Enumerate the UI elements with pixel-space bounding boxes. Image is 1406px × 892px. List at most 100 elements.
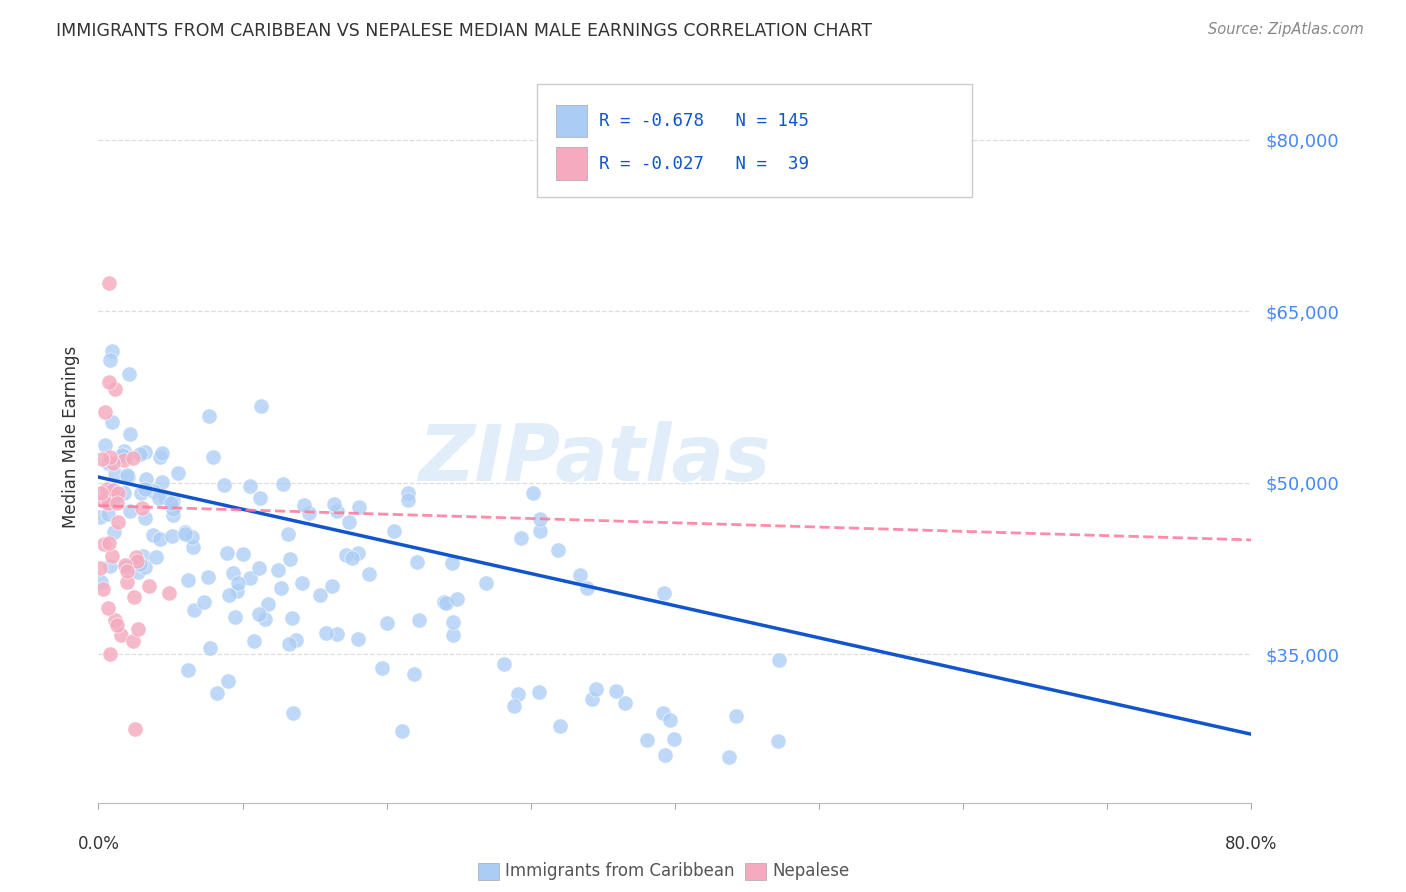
Point	[315, 626, 337, 640]
Point	[198, 641, 221, 656]
Point	[134, 511, 156, 525]
Point	[382, 524, 405, 538]
Point	[658, 713, 681, 727]
Point	[173, 526, 195, 541]
Point	[93, 493, 115, 508]
Text: Nepalese: Nepalese	[772, 863, 849, 880]
Point	[548, 719, 571, 733]
Point	[90, 486, 112, 500]
Point	[110, 628, 132, 642]
Point	[547, 543, 569, 558]
Point	[118, 367, 141, 381]
Point	[347, 632, 370, 647]
Point	[226, 576, 249, 591]
Point	[662, 731, 685, 746]
Point	[396, 486, 419, 500]
Point	[174, 524, 197, 539]
Point	[217, 673, 239, 688]
Point	[193, 595, 215, 609]
Point	[101, 415, 124, 429]
Point	[93, 537, 115, 551]
Point	[509, 531, 531, 545]
Point	[138, 579, 160, 593]
Point	[441, 615, 464, 629]
Point	[404, 667, 426, 681]
Point	[218, 588, 240, 602]
Point	[131, 501, 153, 516]
Point	[718, 750, 741, 764]
Point	[347, 500, 370, 514]
Point	[105, 489, 128, 503]
Point	[277, 527, 299, 541]
Point	[115, 575, 138, 590]
Point	[446, 592, 468, 607]
Point	[202, 450, 225, 465]
Point	[636, 733, 658, 747]
Point	[529, 511, 551, 525]
Point	[270, 581, 292, 595]
Point	[96, 482, 118, 496]
Point	[159, 586, 181, 600]
Point	[225, 583, 247, 598]
Point	[768, 653, 790, 667]
Point	[162, 508, 184, 523]
Point	[581, 692, 603, 706]
Point	[134, 445, 156, 459]
Point	[292, 498, 315, 512]
Point	[281, 706, 304, 720]
Point	[222, 566, 245, 581]
Point	[127, 566, 149, 580]
Text: IMMIGRANTS FROM CARIBBEAN VS NEPALESE MEDIAN MALE EARNINGS CORRELATION CHART: IMMIGRANTS FROM CARIBBEAN VS NEPALESE ME…	[56, 22, 872, 40]
Point	[149, 450, 172, 465]
Point	[90, 451, 112, 466]
Point	[135, 472, 157, 486]
FancyBboxPatch shape	[537, 84, 973, 197]
Point	[359, 567, 381, 582]
Point	[129, 447, 152, 461]
Point	[651, 706, 673, 721]
Point	[124, 722, 146, 736]
Point	[120, 503, 142, 517]
Point	[145, 550, 167, 565]
Point	[405, 555, 427, 569]
Point	[529, 524, 551, 538]
Point	[117, 470, 139, 484]
Y-axis label: Median Male Earnings: Median Male Earnings	[62, 346, 80, 528]
Point	[335, 548, 357, 562]
Point	[180, 530, 202, 544]
Point	[98, 352, 121, 367]
Point	[124, 590, 146, 604]
Point	[112, 452, 135, 467]
Point	[257, 598, 280, 612]
Point	[177, 573, 200, 587]
Point	[150, 475, 173, 490]
Point	[576, 581, 599, 595]
Point	[114, 558, 136, 573]
Point	[104, 382, 127, 396]
Point	[160, 529, 183, 543]
Point	[309, 589, 332, 603]
Point	[134, 560, 156, 574]
Point	[142, 527, 165, 541]
Point	[98, 558, 121, 573]
Point	[605, 683, 627, 698]
Point	[100, 549, 122, 563]
Point	[502, 698, 524, 713]
Point	[101, 483, 124, 497]
Point	[94, 438, 117, 452]
Point	[239, 571, 262, 585]
Point	[98, 450, 121, 464]
Point	[214, 477, 236, 491]
Point	[342, 550, 364, 565]
Point	[281, 611, 304, 625]
Point	[111, 449, 134, 463]
Point	[98, 276, 121, 290]
Point	[101, 343, 124, 358]
Point	[89, 510, 111, 524]
Text: Immigrants from Caribbean: Immigrants from Caribbean	[505, 863, 734, 880]
Point	[207, 686, 229, 700]
Text: R = -0.678   N = 145: R = -0.678 N = 145	[599, 112, 808, 130]
Point	[176, 663, 198, 677]
Point	[115, 564, 138, 578]
Point	[122, 634, 145, 648]
